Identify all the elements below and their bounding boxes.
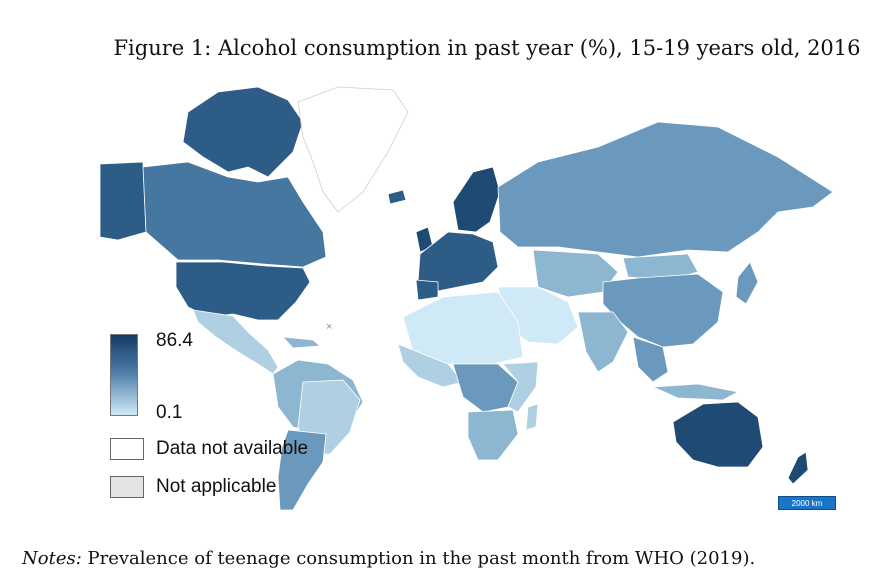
region-greenland <box>297 86 409 213</box>
legend-label-not-available: Data not available <box>156 438 309 460</box>
region-russia <box>497 121 834 258</box>
region-central-africa <box>452 363 519 413</box>
region-madagascar <box>525 403 539 431</box>
legend-swatch-not-available <box>110 438 144 460</box>
region-southern-africa <box>467 409 519 461</box>
map-marker-x: × <box>326 321 332 333</box>
region-japan <box>735 261 759 305</box>
region-caribbean <box>282 336 321 349</box>
region-west-africa <box>397 343 464 388</box>
region-new-zealand <box>787 451 809 485</box>
figure-notes: Notes: Prevalence of teenage consumption… <box>22 548 755 569</box>
region-southeast-asia <box>632 336 669 383</box>
legend-gradient <box>110 334 138 416</box>
legend-label-not-applicable: Not applicable <box>156 476 277 498</box>
region-australia <box>672 401 764 468</box>
legend-row-not-available: Data not available <box>110 438 308 460</box>
figure-caption: Figure 1: Alcohol consumption in past ye… <box>113 36 861 60</box>
region-iberia <box>415 279 439 301</box>
region-india <box>577 311 629 373</box>
legend-max-label: 86.4 <box>156 330 193 351</box>
legend-min-label: 0.1 <box>156 402 183 423</box>
region-canada <box>142 161 327 268</box>
region-indonesia <box>652 383 740 401</box>
region-east-africa <box>502 361 539 413</box>
region-alaska <box>99 161 147 241</box>
legend-row-not-applicable: Not applicable <box>110 476 276 498</box>
region-iceland <box>387 189 407 205</box>
legend-swatch-not-applicable <box>110 476 144 498</box>
region-usa <box>175 261 311 321</box>
region-southern-cone <box>277 429 327 511</box>
region-arctic-canada <box>182 86 304 178</box>
region-scandinavia <box>452 166 501 233</box>
world-map: × <box>98 82 843 514</box>
notes-prefix: Notes: <box>22 548 82 569</box>
world-map-svg: × <box>99 86 834 511</box>
notes-text: Prevalence of teenage consumption in the… <box>81 548 756 569</box>
map-scale-bar: 2000 km <box>778 496 836 510</box>
